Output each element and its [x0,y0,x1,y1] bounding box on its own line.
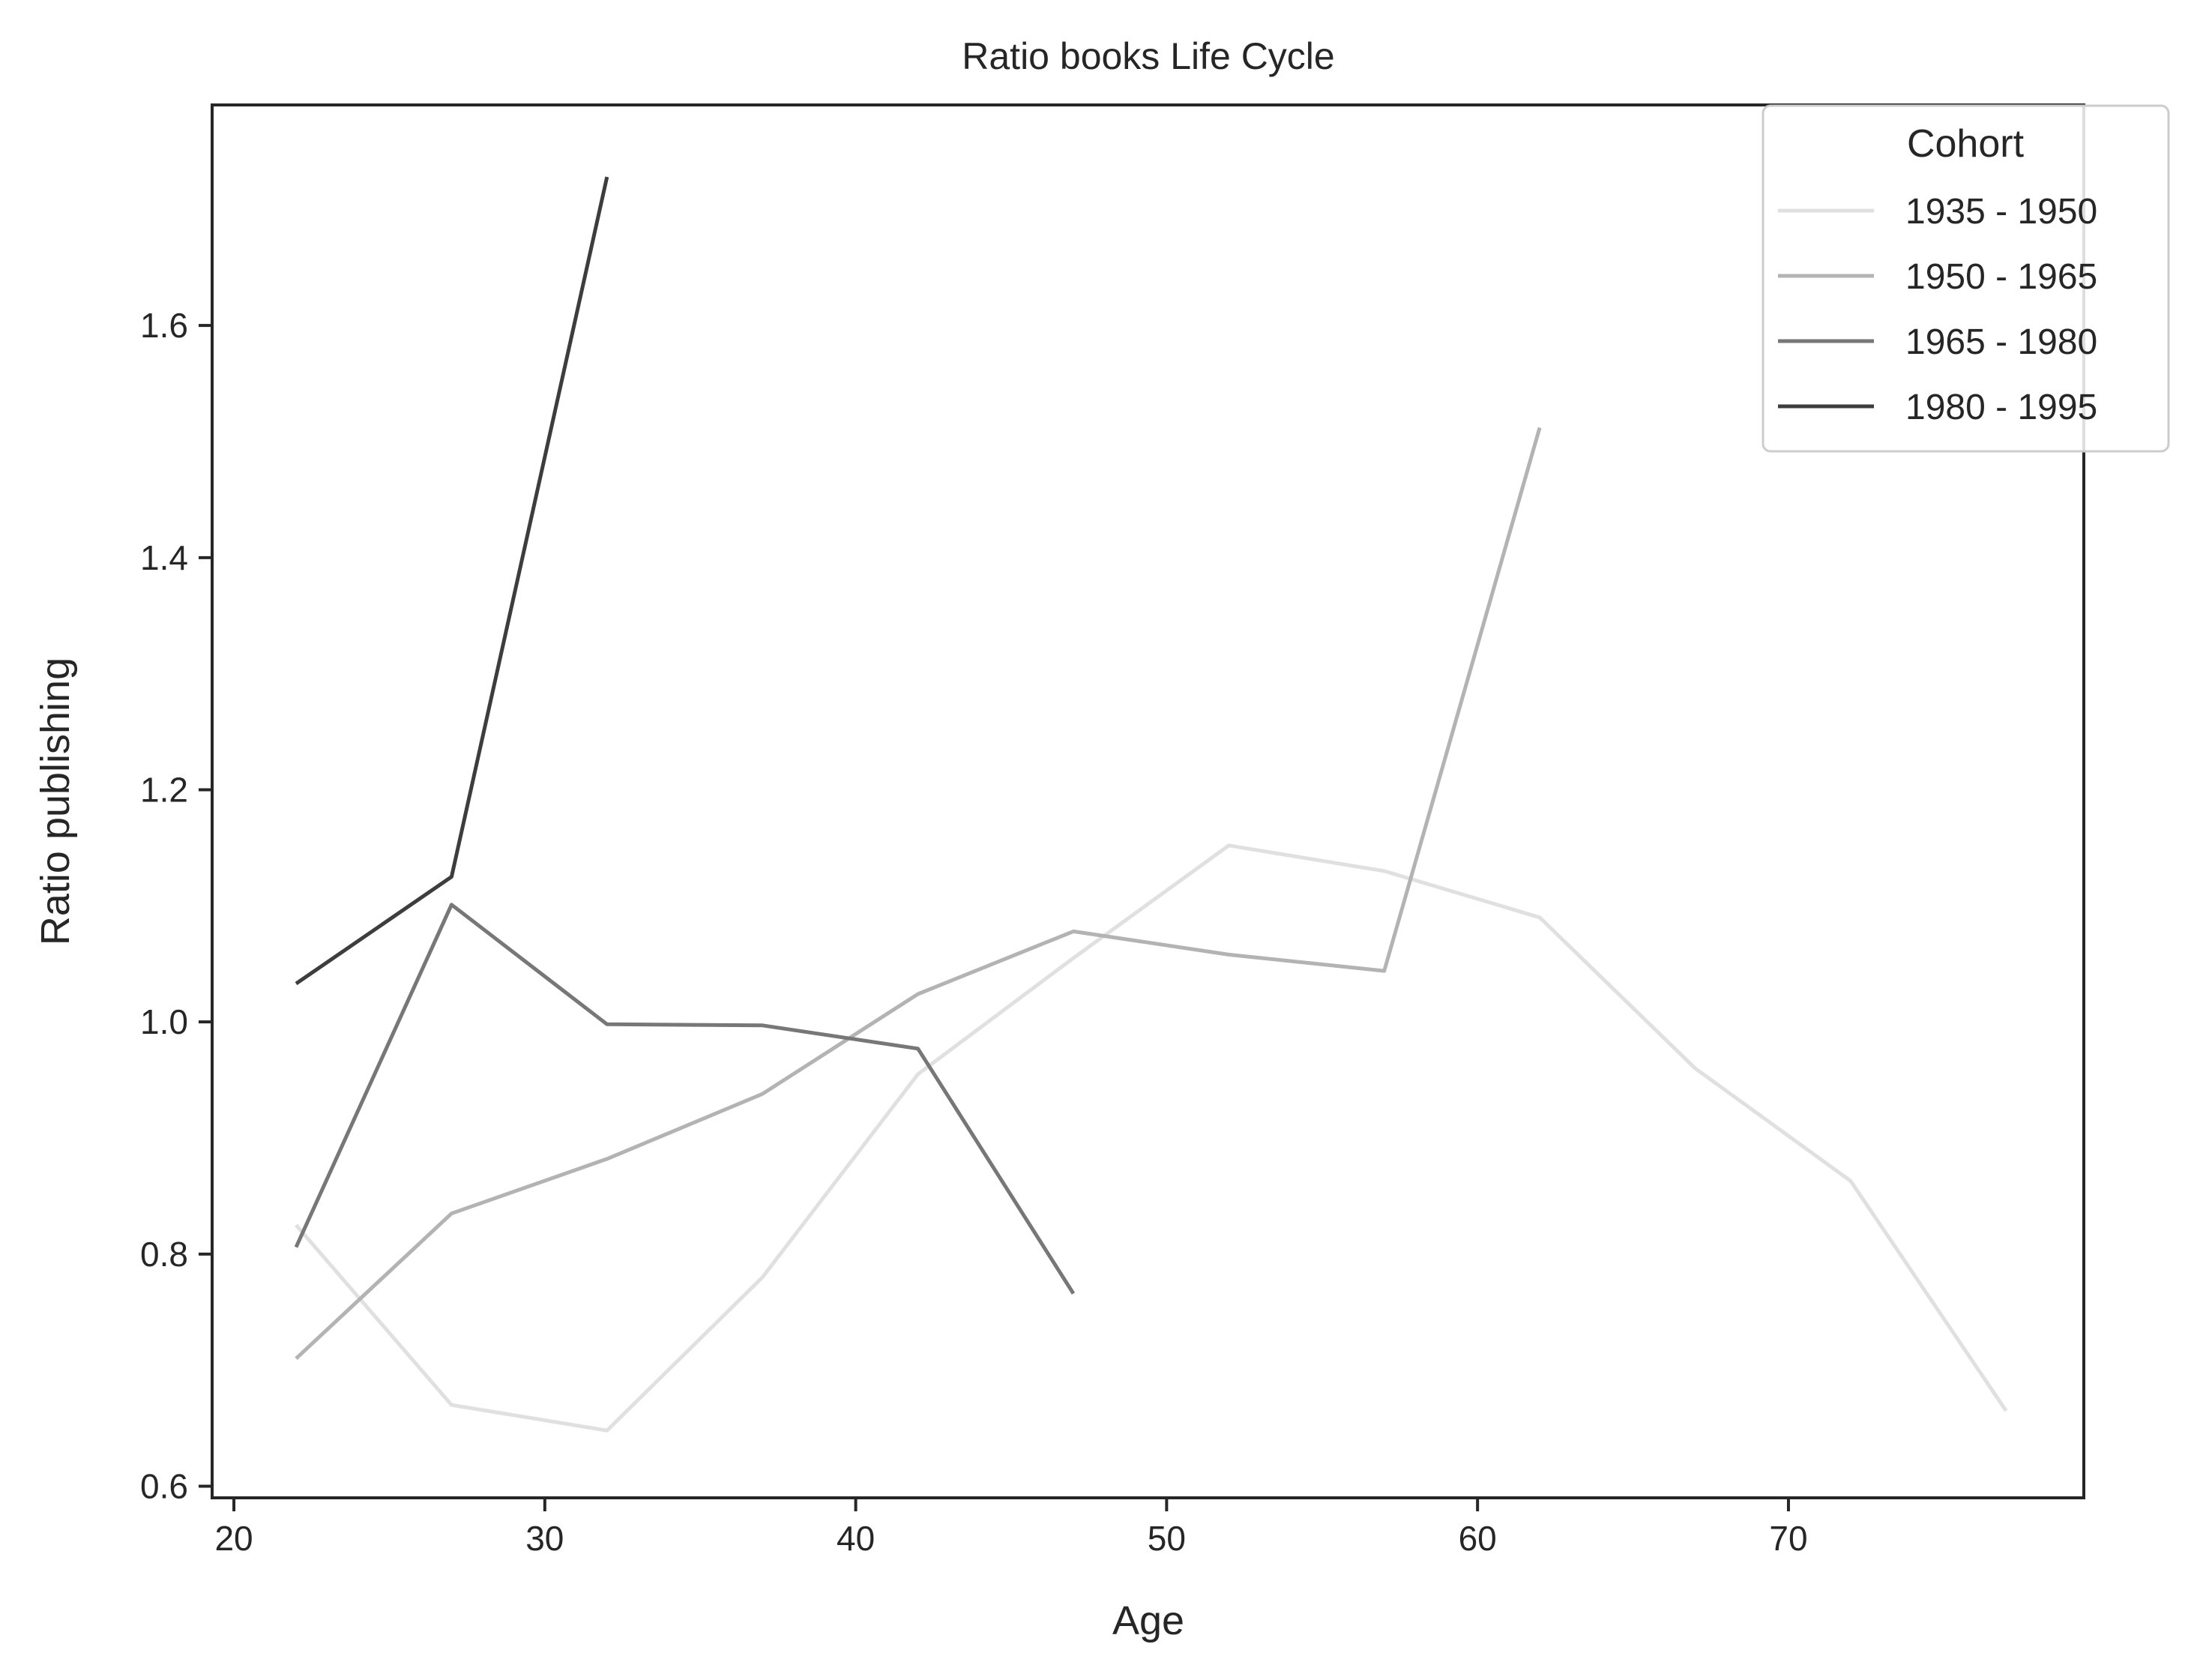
legend-box [1761,104,2170,453]
plot-frame [211,103,2085,1499]
plot-area [211,103,2085,1499]
series-line-1950-1965 [295,427,1542,1361]
y-tick-label: 0.8 [140,1235,188,1274]
y-tick-label: 0.6 [140,1467,188,1506]
x-tick-label: 30 [525,1519,564,1558]
y-tick-label: 1.4 [140,538,188,577]
legend-label: 1935 - 1950 [1905,192,2097,232]
series-line-1935-1950 [295,843,2008,1433]
legend-label: 1965 - 1980 [1905,322,2097,362]
series-line-1965-1980 [294,903,1076,1295]
legend-label: 1950 - 1965 [1905,257,2097,297]
x-tick-label: 70 [1769,1519,1807,1558]
x-tick-label: 20 [214,1519,253,1558]
y-axis: 0.6 0.8 1.0 1.2 1.4 1.6 [140,306,212,1506]
series-line-1980-1995 [295,176,609,986]
x-axis-label: Age [1112,1598,1184,1643]
x-tick-label: 40 [837,1519,875,1558]
y-tick-label: 1.2 [140,771,188,810]
legend-items: 1935 - 1950 1950 - 1965 1965 - 1980 1980 - … [1778,192,2097,427]
chart-title: Ratio books Life Cycle [962,35,1334,77]
y-tick-label: 1.6 [140,306,188,345]
x-tick-label: 60 [1459,1519,1497,1558]
y-tick-label: 1.0 [140,1002,188,1041]
legend[interactable]: Cohort 1935 - 1950 1950 - 1965 1965 - 1980… [1761,104,2170,453]
x-axis: 20 30 40 50 60 70 [214,1498,1808,1558]
x-tick-label: 50 [1148,1519,1186,1558]
series-layer [294,176,2008,1433]
legend-title: Cohort [1907,122,2025,166]
legend-label: 1980 - 1995 [1905,388,2097,427]
y-axis-label: Ratio publishing [33,657,78,945]
